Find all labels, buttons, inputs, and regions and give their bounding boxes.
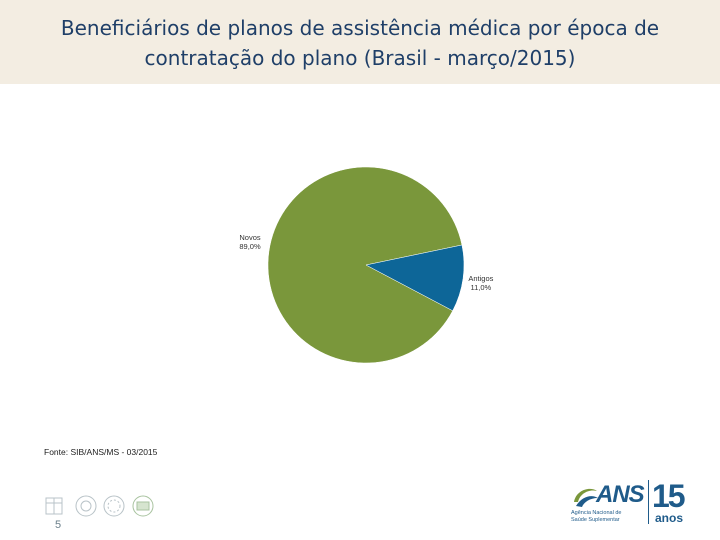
page-title: Beneficiários de planos de assistência m…: [30, 13, 690, 73]
pie-chart: Novos 89,0% Antigos 11,0%: [239, 166, 494, 364]
seal-icon-2: [75, 495, 97, 517]
seal-icons: [45, 495, 154, 517]
ans-logo-subtitle: Agência Nacional de Saúde Suplementar: [571, 510, 647, 523]
logo-divider: [648, 480, 649, 524]
title-bar: Beneficiários de planos de assistência m…: [0, 0, 720, 84]
seal-icon-4: [132, 495, 154, 517]
ans-logo-subtitle-line-1: Agência Nacional de: [571, 510, 622, 516]
page-title-line-1: Beneficiários de planos de assistência m…: [60, 16, 660, 40]
ans-logo-text: ANS: [596, 481, 645, 508]
ans-logo-subtitle-line-2: Saúde Suplementar: [571, 516, 620, 523]
ans-swoosh-icon: [574, 488, 598, 507]
page-number: 5: [55, 519, 62, 531]
slice-label-novos: Novos: [239, 233, 261, 242]
ans-logo: ANS Agência Nacional de Saúde Suplementa…: [568, 478, 698, 528]
pie-slice-antigos: [365, 244, 465, 312]
anniversary-number: 15: [652, 478, 686, 514]
seal-icon-3: [103, 495, 125, 517]
slice-value-novos: 89,0%: [239, 242, 261, 251]
source-note: Fonte: SIB/ANS/MS - 03/2015: [44, 447, 158, 457]
anniversary-word: anos: [655, 511, 684, 525]
pie-slice-novos: [267, 166, 463, 364]
slice-value-antigos: 11,0%: [471, 283, 492, 292]
slice-label-antigos: Antigos: [468, 274, 493, 283]
page-title-line-2: contratação do plano (Brasil - março/201…: [144, 46, 576, 70]
seal-icon-1: [45, 497, 63, 515]
